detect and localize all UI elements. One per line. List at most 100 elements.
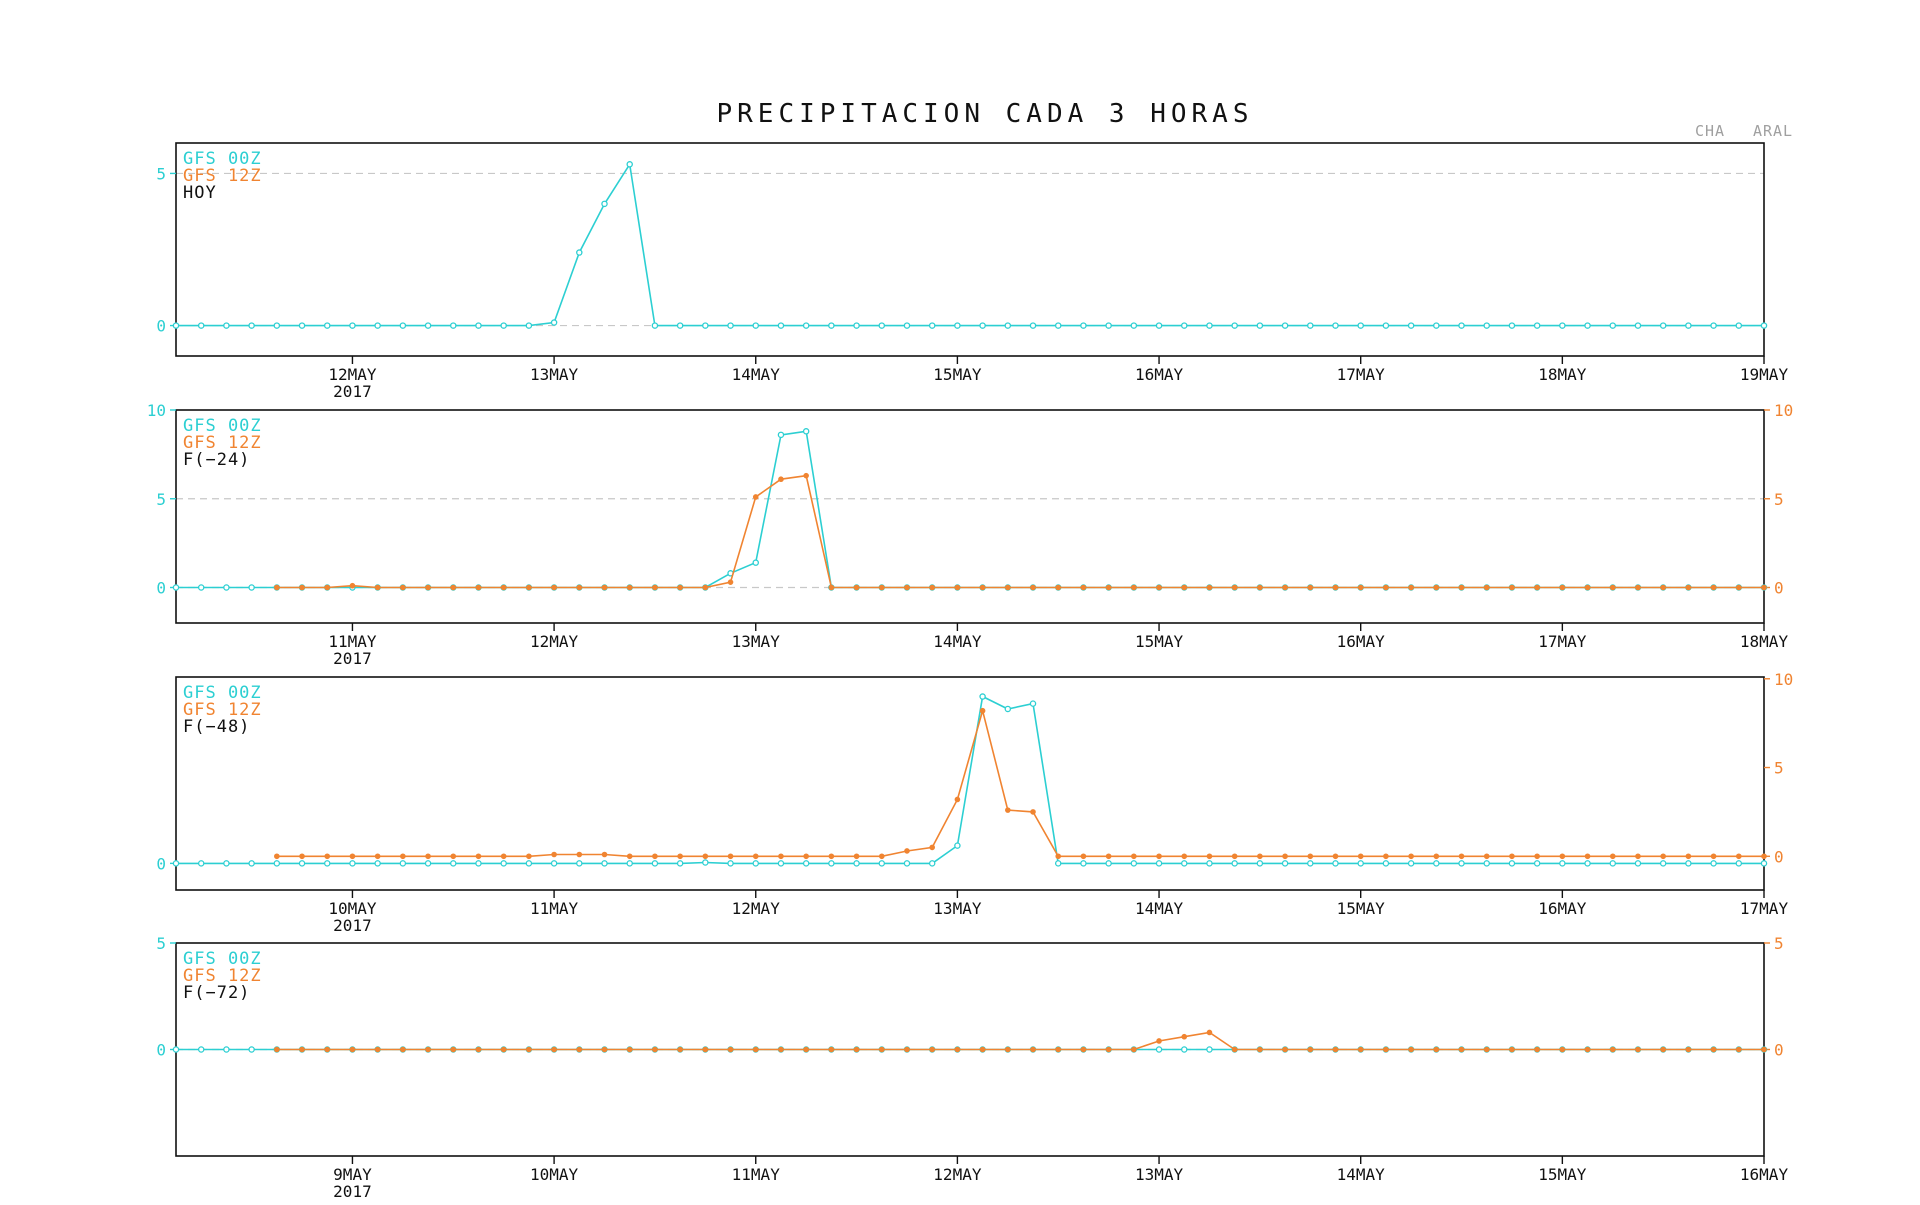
data-point-gfs-12z: [576, 584, 583, 591]
data-point-gfs-00z: [702, 859, 709, 866]
data-point-gfs-12z: [1761, 584, 1767, 591]
data-point-gfs-12z: [778, 476, 784, 483]
data-point-gfs-00z: [1206, 860, 1213, 867]
data-point-gfs-00z: [223, 322, 230, 329]
data-point-gfs-00z: [1609, 322, 1617, 329]
data-point-gfs-12z: [727, 853, 734, 860]
data-point-gfs-12z: [1030, 809, 1036, 815]
chart-title: PRECIPITACION CADA 3 HORAS: [717, 99, 1254, 129]
y-tick-label-left: 5: [156, 934, 166, 953]
data-point-gfs-12z: [929, 584, 935, 591]
data-point-gfs-00z: [1029, 322, 1037, 329]
legend-gfs-00z: GFS 00Z: [183, 416, 262, 436]
x-tick-label: 14MAY: [732, 365, 781, 384]
data-point-gfs-12z: [1055, 1046, 1062, 1053]
data-point-gfs-12z: [349, 582, 356, 589]
x-tick-label: 11MAY: [732, 1165, 781, 1184]
series-line-gfs-12z: [276, 474, 1764, 589]
data-point-gfs-00z: [1407, 322, 1415, 329]
data-point-gfs-12z: [1055, 853, 1062, 860]
data-point-gfs-12z: [1282, 584, 1288, 591]
data-point-gfs-00z: [903, 322, 911, 329]
data-point-gfs-00z: [223, 1046, 230, 1053]
data-point-gfs-12z: [1458, 584, 1465, 591]
x-tick-label: 15MAY: [933, 365, 982, 384]
data-point-gfs-12z: [1156, 584, 1162, 591]
x-tick-label: 11MAY: [328, 632, 377, 651]
data-point-gfs-12z: [551, 851, 557, 858]
data-point-gfs-12z: [1181, 1033, 1188, 1040]
data-point-gfs-12z: [1433, 1046, 1440, 1053]
data-point-gfs-00z: [1029, 700, 1037, 707]
data-point-gfs-00z: [1634, 860, 1642, 867]
data-point-gfs-12z: [526, 853, 532, 860]
data-point-gfs-12z: [526, 1046, 532, 1053]
data-point-gfs-12z: [274, 853, 280, 860]
legend-gfs-00z: GFS 00Z: [183, 949, 262, 969]
data-point-gfs-12z: [1509, 853, 1515, 860]
legend-panel-label: F(−72): [183, 983, 250, 1003]
data-point-gfs-00z: [853, 860, 860, 867]
data-point-gfs-00z: [928, 860, 936, 867]
data-point-gfs-00z: [1004, 705, 1012, 713]
data-point-gfs-12z: [1408, 584, 1414, 591]
data-point-gfs-12z: [752, 853, 759, 860]
data-point-gfs-12z: [853, 584, 860, 591]
data-point-gfs-00z: [1685, 860, 1692, 867]
data-point-gfs-12z: [274, 584, 280, 591]
data-point-gfs-00z: [1357, 860, 1364, 867]
data-point-gfs-12z: [954, 1046, 961, 1053]
data-point-gfs-00z: [475, 860, 482, 867]
data-point-gfs-12z: [778, 1046, 784, 1053]
data-point-gfs-12z: [299, 853, 305, 860]
x-tick-label: 16MAY: [1337, 632, 1386, 651]
data-point-gfs-12z: [1660, 584, 1666, 591]
data-point-gfs-12z: [1761, 1046, 1767, 1053]
data-point-gfs-00z: [777, 322, 785, 329]
data-point-gfs-12z: [374, 584, 381, 591]
data-point-gfs-12z: [551, 584, 557, 591]
y-tick-label-right: 0: [1774, 1041, 1784, 1060]
data-point-gfs-00z: [576, 249, 583, 256]
data-point-gfs-00z: [903, 860, 911, 867]
data-point-gfs-12z: [324, 1046, 331, 1053]
data-point-gfs-00z: [349, 322, 356, 329]
data-point-gfs-12z: [1005, 584, 1011, 591]
data-point-gfs-12z: [1257, 853, 1263, 860]
data-point-gfs-00z: [525, 860, 533, 867]
data-point-gfs-00z: [1181, 860, 1188, 867]
data-point-gfs-12z: [1282, 1046, 1288, 1053]
x-tick-label: 11MAY: [530, 899, 579, 918]
data-point-gfs-12z: [1181, 584, 1188, 591]
data-point-gfs-12z: [1307, 584, 1314, 591]
data-point-gfs-12z: [1433, 584, 1440, 591]
data-point-gfs-00z: [1559, 860, 1566, 867]
x-tick-label: 16MAY: [1135, 365, 1184, 384]
data-point-gfs-00z: [424, 860, 432, 867]
data-point-gfs-12z: [475, 584, 482, 591]
y-tick-label-right: 0: [1774, 847, 1784, 866]
data-point-gfs-12z: [1408, 853, 1414, 860]
data-point-gfs-12z: [979, 707, 986, 714]
data-point-gfs-12z: [1357, 853, 1364, 860]
data-point-gfs-00z: [954, 322, 961, 329]
data-point-gfs-00z: [298, 860, 306, 867]
data-point-gfs-00z: [1483, 322, 1490, 329]
data-point-gfs-00z: [1181, 1046, 1188, 1053]
data-point-gfs-00z: [928, 322, 936, 329]
data-point-gfs-00z: [1584, 322, 1591, 329]
data-point-gfs-00z: [576, 860, 583, 867]
data-point-gfs-00z: [1307, 322, 1314, 329]
data-point-gfs-00z: [273, 322, 281, 329]
data-point-gfs-12z: [727, 579, 734, 585]
data-point-gfs-12z: [752, 494, 759, 500]
data-point-gfs-00z: [323, 860, 331, 867]
data-point-gfs-00z: [1382, 322, 1390, 329]
data-point-gfs-00z: [954, 842, 961, 849]
data-point-gfs-12z: [1206, 584, 1213, 591]
data-point-gfs-12z: [702, 584, 709, 591]
x-tick-year-label: 2017: [333, 1182, 372, 1200]
data-point-gfs-12z: [1005, 807, 1011, 813]
data-point-gfs-00z: [248, 322, 255, 329]
